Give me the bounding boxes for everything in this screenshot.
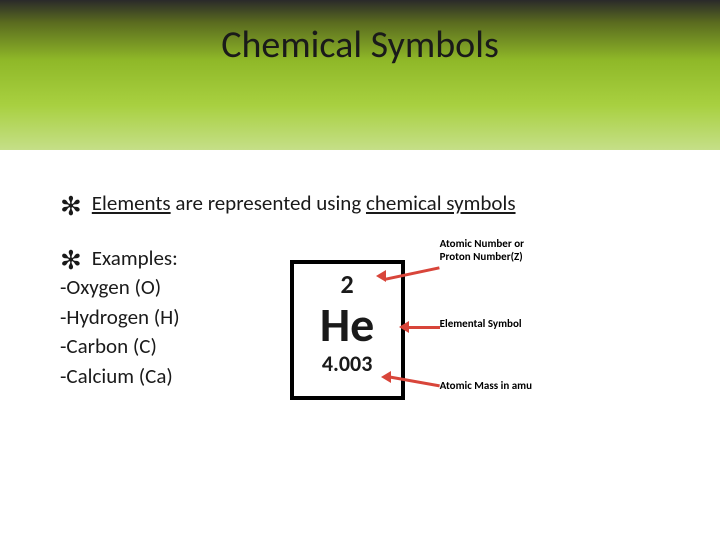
slide-title: Chemical Symbols <box>0 22 720 68</box>
examples-text: ✻ Examples: -Oxygen (O) -Hydrogen (H) -C… <box>60 244 180 391</box>
example-item: -Oxygen (O) <box>60 273 180 302</box>
element-symbol: He <box>294 300 401 350</box>
bullet-icon: ✻ <box>60 248 82 274</box>
header-band: Chemical Symbols <box>0 0 720 150</box>
label-mass: Atomic Mass in amu <box>440 380 540 393</box>
intro-part2: are represented using <box>171 190 366 216</box>
intro-part3: chemical symbols <box>366 190 516 216</box>
example-item: -Carbon (C) <box>60 332 180 361</box>
bullet-icon: ✻ <box>60 194 82 220</box>
example-item: -Calcium (Ca) <box>60 362 180 391</box>
intro-line: ✻ Elements are represented using chemica… <box>60 190 660 216</box>
examples-heading: Examples: <box>92 244 178 273</box>
example-item: -Hydrogen (H) <box>60 303 180 332</box>
intro-text: Elements are represented using chemical … <box>92 190 516 216</box>
content-area: ✻ Elements are represented using chemica… <box>0 150 720 420</box>
intro-part1: Elements <box>92 190 171 216</box>
label-atomic-number: Atomic Number or Proton Number(Z) <box>440 238 540 263</box>
examples-heading-line: ✻ Examples: <box>60 244 180 273</box>
label-symbol: Elemental Symbol <box>440 318 540 331</box>
examples-row: ✻ Examples: -Oxygen (O) -Hydrogen (H) -C… <box>60 244 660 420</box>
element-diagram: 2 He 4.003 Atomic Number or Proton Numbe… <box>250 240 540 420</box>
